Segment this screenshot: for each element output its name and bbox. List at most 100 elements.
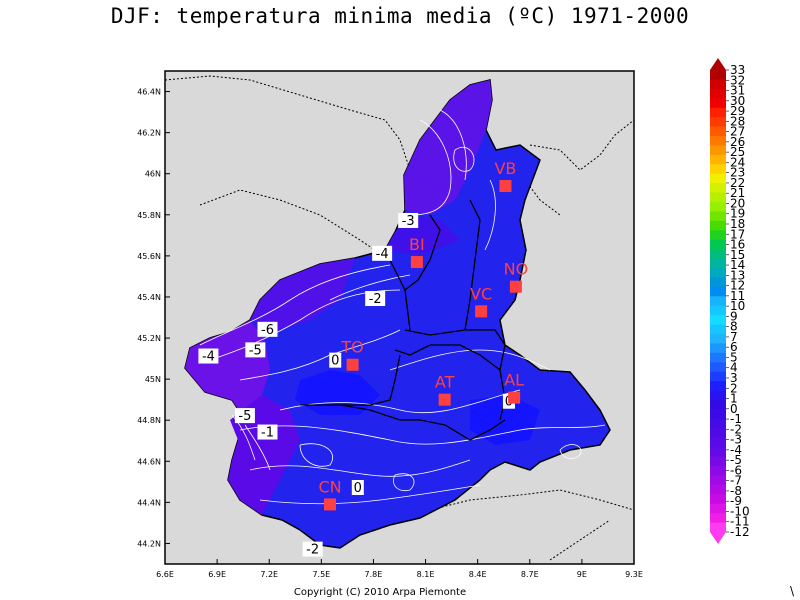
colorbar-label: -8 (730, 484, 742, 498)
colorbar-label: -11 (730, 515, 750, 529)
city-marker (509, 280, 522, 293)
colorbar-label: 17 (730, 227, 745, 241)
x-tick-label: 6.9E (208, 570, 226, 579)
colorbar-swatch (710, 202, 726, 212)
contour-label: -4 (376, 247, 389, 262)
colorbar-label: 10 (730, 299, 745, 313)
copyright-text: Copyright (C) 2010 Arpa Piemonte (293, 587, 467, 598)
colorbar-swatch (710, 230, 726, 241)
colorbar-swatch (710, 522, 726, 533)
city-label: NO (504, 260, 529, 279)
colorbar-swatch (710, 484, 726, 495)
contour-label: -5 (249, 343, 262, 358)
colorbar-swatch (710, 239, 726, 250)
colorbar-swatch (710, 220, 726, 231)
colorbar-label: 16 (730, 238, 745, 252)
y-tick-label: 46.4N (137, 88, 161, 97)
y-tick-label: 44.4N (137, 498, 161, 507)
colorbar-label: 30 (730, 94, 745, 108)
colorbar-swatch (710, 400, 726, 410)
colorbar-swatch (710, 183, 726, 193)
colorbar-label: 18 (730, 217, 745, 231)
x-tick-label: 8.7E (521, 570, 539, 579)
colorbar-swatch (710, 79, 726, 90)
colorbar-swatch (710, 70, 726, 80)
colorbar-swatch (710, 258, 726, 269)
colorbar-swatch (710, 154, 726, 165)
colorbar-label: -12 (730, 525, 750, 539)
national-borders (164, 75, 635, 561)
city-label: VC (470, 284, 492, 303)
colorbar-label: -5 (730, 453, 742, 467)
contour-label: -5 (238, 409, 251, 424)
colorbar-label: 21 (730, 186, 745, 200)
city-marker (438, 393, 451, 406)
y-tick-label: 45N (145, 375, 161, 384)
contour-label-box (234, 408, 255, 424)
x-tick-label: 7.2E (260, 570, 278, 579)
contour-label: -6 (261, 323, 274, 338)
city-marker (410, 256, 423, 269)
contour-label-box (257, 424, 278, 440)
colorbar-swatch (710, 447, 726, 457)
contour-label: -2 (369, 292, 382, 307)
colorbar-swatch (710, 173, 726, 184)
colorbar-swatch (710, 475, 726, 486)
colorbar-swatch (710, 409, 726, 420)
contour-label-box (329, 352, 342, 368)
colorbar-label: 19 (730, 207, 745, 221)
colorbar-swatch (710, 126, 726, 137)
y-tick-label: 44.8N (137, 416, 161, 425)
colorbar-swatch (710, 286, 726, 297)
city-marker (508, 391, 521, 404)
city-label: VB (494, 159, 516, 178)
colorbar-label: 31 (730, 84, 745, 98)
colorbar-label: 29 (730, 104, 745, 118)
contour-label: 0 (354, 481, 362, 496)
colorbar-top-arrow (710, 58, 726, 70)
colorbar-swatch (710, 362, 726, 373)
colorbar-swatch (710, 352, 726, 363)
y-tick-label: 44.6N (137, 457, 161, 466)
colorbar-swatch (710, 343, 726, 354)
colorbar-label: -1 (730, 412, 742, 426)
colorbar-label: 7 (730, 330, 738, 344)
x-tick-label: 7.5E (312, 570, 330, 579)
colorbar-label: 13 (730, 268, 745, 282)
colorbar-label: 4 (730, 361, 738, 375)
colorbar-swatch (710, 117, 726, 127)
colorbar-label: 22 (730, 176, 745, 190)
contour-label-box (372, 245, 393, 261)
city-label: CN (318, 477, 341, 496)
colorbar-label: 3 (730, 371, 738, 385)
colorbar-swatch (710, 390, 726, 401)
colorbar-swatch (710, 145, 726, 156)
map-title: DJF: temperatura minima media (ºC) 1971-… (110, 4, 690, 28)
x-tick-label: 7.8E (365, 570, 383, 579)
colorbar-label: -3 (730, 433, 742, 447)
corner-mark: \ (790, 584, 795, 598)
y-tick-label: 45.6N (137, 252, 161, 261)
colorbar-label: 20 (730, 196, 745, 210)
colorbar-label: 24 (730, 155, 745, 169)
colorbar-label: 14 (730, 258, 745, 272)
contour-label-box (198, 348, 219, 364)
colorbar-swatch (710, 428, 726, 439)
colorbar-label: -7 (730, 474, 742, 488)
colorbar-label: -10 (730, 504, 750, 518)
piemonte-region (184, 79, 611, 549)
colorbar-swatch (710, 418, 726, 429)
colorbar-label: 6 (730, 340, 738, 354)
contour-label: 0 (331, 354, 339, 369)
colorbar-label: 1 (730, 392, 738, 406)
colorbar-swatch (710, 164, 726, 175)
city-label: AL (504, 371, 524, 390)
colorbar-swatch (710, 192, 726, 203)
colorbar-swatch (710, 305, 726, 316)
contour-label-box (257, 321, 278, 337)
colorbar-label: 2 (730, 381, 738, 395)
colorbar-swatch (710, 437, 726, 448)
colorbar-label: 27 (730, 125, 745, 139)
contour-label: -3 (402, 214, 415, 229)
